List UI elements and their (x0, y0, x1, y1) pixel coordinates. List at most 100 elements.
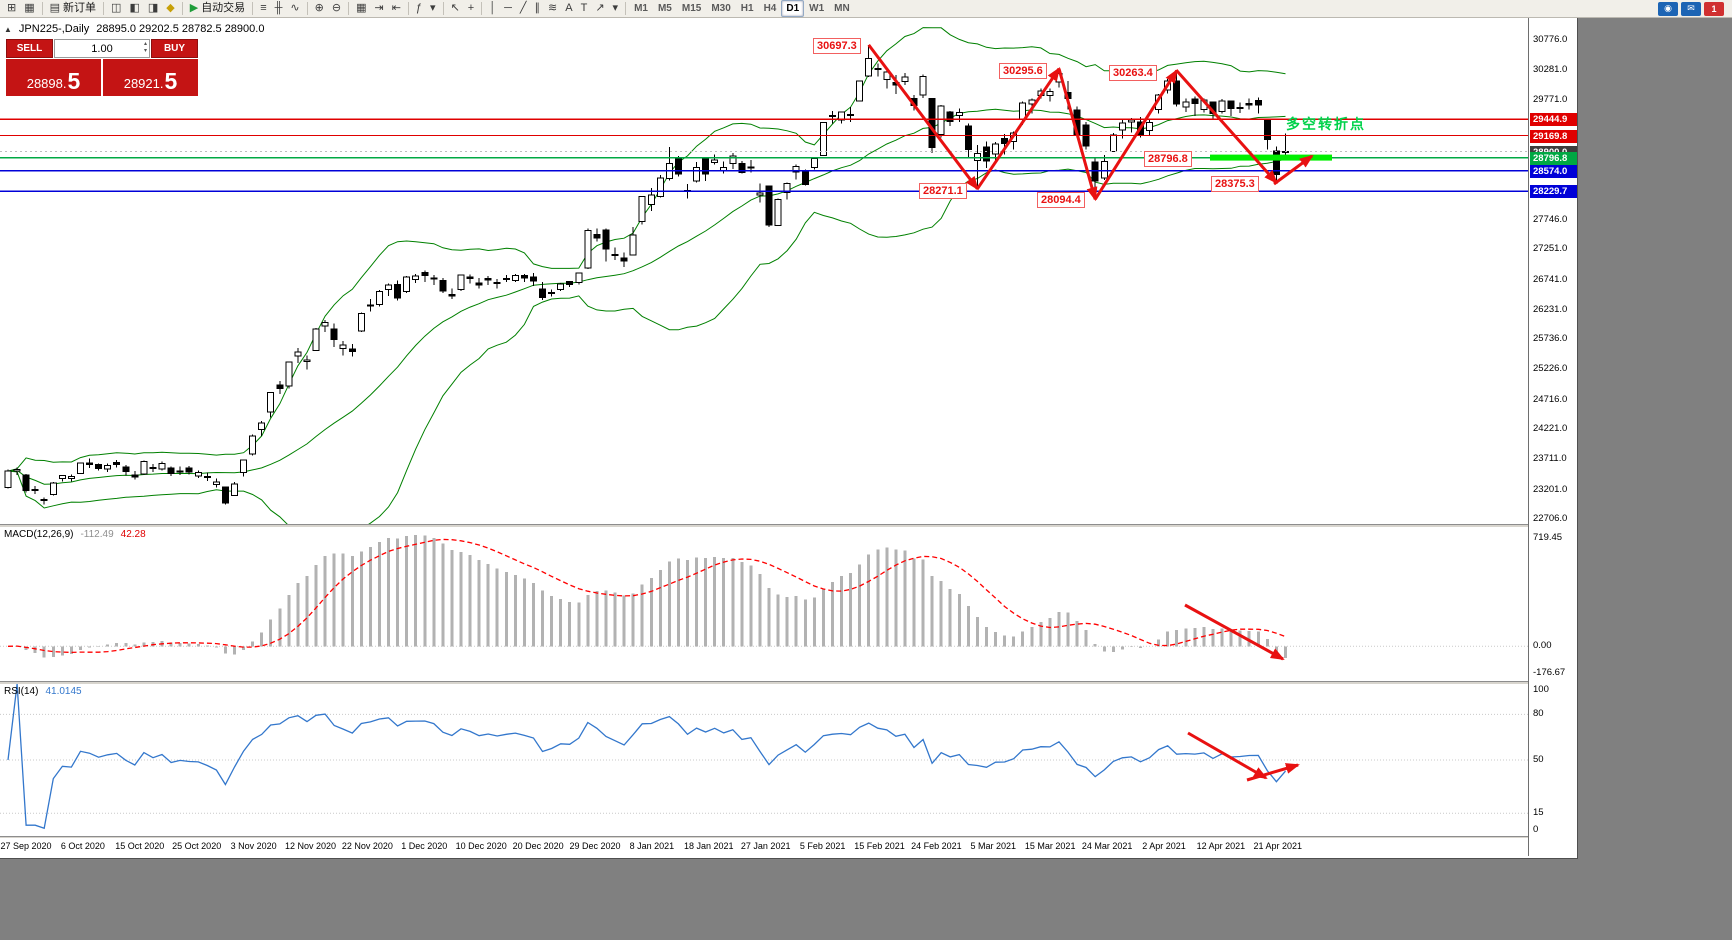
zoom-out-icon[interactable]: ⊖ (331, 2, 342, 14)
symbol-period-label: JPN225-,Daily (18, 23, 90, 35)
toolbar-separator (348, 2, 350, 15)
macd-label: MACD(12,26,9) (4, 529, 74, 540)
arrows-dropdown-icon[interactable]: ▾ (612, 2, 619, 14)
macd-title: MACD(12,26,9) -112.49 42.28 (4, 529, 146, 540)
timeframe-m15[interactable]: M15 (681, 3, 702, 14)
rsi-panel[interactable]: RSI(14) 41.0145 (0, 684, 1528, 836)
text-label-icon[interactable]: T (580, 2, 588, 14)
toolbar-buttons: ⊞ ▦ ▤ 新订单 ◫ ◧ ◨ ◆ ▶ 自动交易 ≡ ╫ ∿ ⊕ ⊖ ▦ ⇥ ⇤ ƒ ▾ ↖ + │ ─ ╱ ∥ ≋ A T ↗ ▾ M1 M5… (3, 0, 855, 17)
macd-signal-value: 42.28 (120, 529, 146, 540)
notifications-icon[interactable]: 1 (1704, 1, 1724, 16)
rsi-label: RSI(14) (4, 686, 39, 697)
date-label: 15 Oct 2020 (115, 841, 165, 851)
volume-field[interactable]: 1.00 ▴ ▾ (54, 39, 150, 58)
timeframe-h4[interactable]: H4 (763, 3, 777, 14)
date-label: 10 Dec 2020 (455, 841, 507, 851)
timeframe-m1[interactable]: M1 (634, 3, 648, 14)
panel-separator[interactable] (0, 524, 1577, 527)
mql5-community-icon[interactable]: ◉ (1658, 1, 1678, 16)
rsi-axis-label: 100 (1533, 684, 1549, 695)
date-label: 21 Apr 2021 (1253, 841, 1303, 851)
rsi-axis-label: 80 (1533, 708, 1544, 720)
vertical-line-icon[interactable]: │ (489, 2, 497, 14)
volume-spinner[interactable]: ▴ ▾ (144, 41, 147, 55)
toolbar-separator (252, 2, 254, 15)
rsi-axis-label: 50 (1533, 754, 1544, 765)
rsi-canvas[interactable] (0, 684, 1528, 836)
horizontal-line-icon[interactable]: ─ (504, 2, 512, 14)
toolbar-separator (306, 2, 308, 15)
cursor-icon[interactable]: ↖ (450, 2, 460, 14)
toolbar-right-icons: ◉ ✉ 1 (1658, 1, 1729, 16)
price-axis-label: 24221.0 (1533, 423, 1568, 434)
tile-windows-icon[interactable]: ▦ (356, 2, 367, 14)
time-axis[interactable]: 27 Sep 2020 6 Oct 2020 15 Oct 2020 25 Oct 2… (0, 838, 1528, 856)
chart-profiles-icon[interactable]: ▦ (24, 2, 35, 14)
navigator-icon[interactable]: ◧ (129, 2, 140, 14)
timeframe-d1[interactable]: D1 (781, 0, 805, 17)
live-chat-icon[interactable]: ✉ (1681, 1, 1701, 16)
spinner-up-icon[interactable]: ▴ (143, 41, 147, 47)
date-label: 6 Oct 2020 (60, 841, 105, 851)
buy-price-display[interactable]: 28921. 5 (103, 59, 198, 96)
price-axis[interactable]: 30776.0 30281.0 29771.0 27746.0 27251.0 26741… (1528, 18, 1577, 856)
trendline-icon[interactable]: ╱ (519, 2, 527, 14)
timeframe-m5[interactable]: M5 (657, 3, 672, 14)
toolbar-separator (407, 2, 409, 15)
timeframe-mn[interactable]: MN (834, 3, 850, 14)
text-icon[interactable]: A (565, 2, 573, 14)
indicators-icon[interactable]: ƒ (415, 2, 423, 14)
date-label: 15 Feb 2021 (854, 841, 905, 851)
main-chart-canvas[interactable] (0, 18, 1528, 524)
crosshair-icon[interactable]: + (467, 2, 475, 14)
autotrading-icon[interactable]: ▶ 自动交易 (189, 2, 246, 14)
new-chart-icon[interactable]: ⊞ (7, 2, 17, 14)
macd-panel[interactable]: MACD(12,26,9) -112.49 42.28 (0, 527, 1528, 681)
line-chart-mode-icon[interactable]: ∿ (290, 2, 300, 14)
chart-title: ▲ JPN225-,Daily 28895.0 29202.5 28782.5 … (4, 23, 264, 35)
timeframe-w1[interactable]: W1 (809, 3, 825, 14)
one-click-collapse-icon[interactable]: ▲ (4, 24, 12, 34)
chart-shift-icon[interactable]: ⇤ (391, 2, 401, 14)
indicators-dropdown-icon[interactable]: ▾ (430, 2, 436, 14)
price-axis-label: 26231.0 (1533, 303, 1568, 315)
main-chart-panel[interactable]: ▲ JPN225-,Daily 28895.0 29202.5 28782.5 … (0, 18, 1528, 524)
date-label: 25 Oct 2020 (172, 841, 222, 851)
date-label: 27 Sep 2020 (0, 841, 52, 851)
sell-button[interactable]: SELL (6, 39, 53, 58)
date-label: 5 Mar 2021 (970, 841, 1017, 851)
price-axis-label: 23201.0 (1533, 483, 1568, 495)
spinner-down-icon[interactable]: ▾ (143, 48, 147, 54)
price-tag: 28574.0 (1530, 164, 1577, 178)
bar-chart-mode-icon[interactable]: ≡ (260, 2, 267, 14)
metaeditor-icon[interactable]: ◆ (166, 2, 175, 14)
price-axis-label: 24716.0 (1533, 393, 1568, 405)
date-label: 1 Dec 2020 (401, 841, 448, 851)
buy-price-main: 28921. (123, 76, 164, 91)
rsi-title: RSI(14) 41.0145 (4, 686, 82, 697)
date-label: 3 Nov 2020 (230, 841, 277, 851)
new-order-icon[interactable]: ▤ 新订单 (49, 2, 97, 14)
panel-separator[interactable] (0, 681, 1577, 684)
macd-main-value: -112.49 (80, 529, 114, 540)
timeframe-h1[interactable]: H1 (740, 3, 754, 14)
fibonacci-retracement-icon[interactable]: ≋ (548, 2, 558, 14)
sell-price-display[interactable]: 28898. 5 (6, 59, 101, 96)
one-click-trading-panel: SELL 1.00 ▴ ▾ BUY 28898. 5 28921. 5 (6, 39, 198, 96)
zoom-in-icon[interactable]: ⊕ (314, 2, 324, 14)
auto-scroll-icon[interactable]: ⇥ (374, 2, 384, 14)
buy-button[interactable]: BUY (151, 39, 198, 58)
equidistant-channel-icon[interactable]: ∥ (534, 2, 541, 14)
macd-canvas[interactable] (0, 527, 1528, 681)
price-axis-label: 29771.0 (1533, 93, 1568, 105)
candlestick-mode-icon[interactable]: ╫ (274, 2, 283, 14)
price-axis-label: 27251.0 (1533, 243, 1568, 255)
price-tag: 28229.7 (1530, 185, 1577, 199)
terminal-icon[interactable]: ◨ (147, 2, 159, 14)
panel-separator[interactable] (0, 836, 1577, 839)
timeframe-m30[interactable]: M30 (711, 3, 731, 14)
arrows-tool-icon[interactable]: ↗ (595, 2, 605, 14)
ohlc-values: 28895.0 29202.5 28782.5 28900.0 (96, 23, 265, 35)
macd-axis-label: 719.45 (1533, 531, 1563, 543)
market-watch-icon[interactable]: ◫ (111, 2, 122, 14)
